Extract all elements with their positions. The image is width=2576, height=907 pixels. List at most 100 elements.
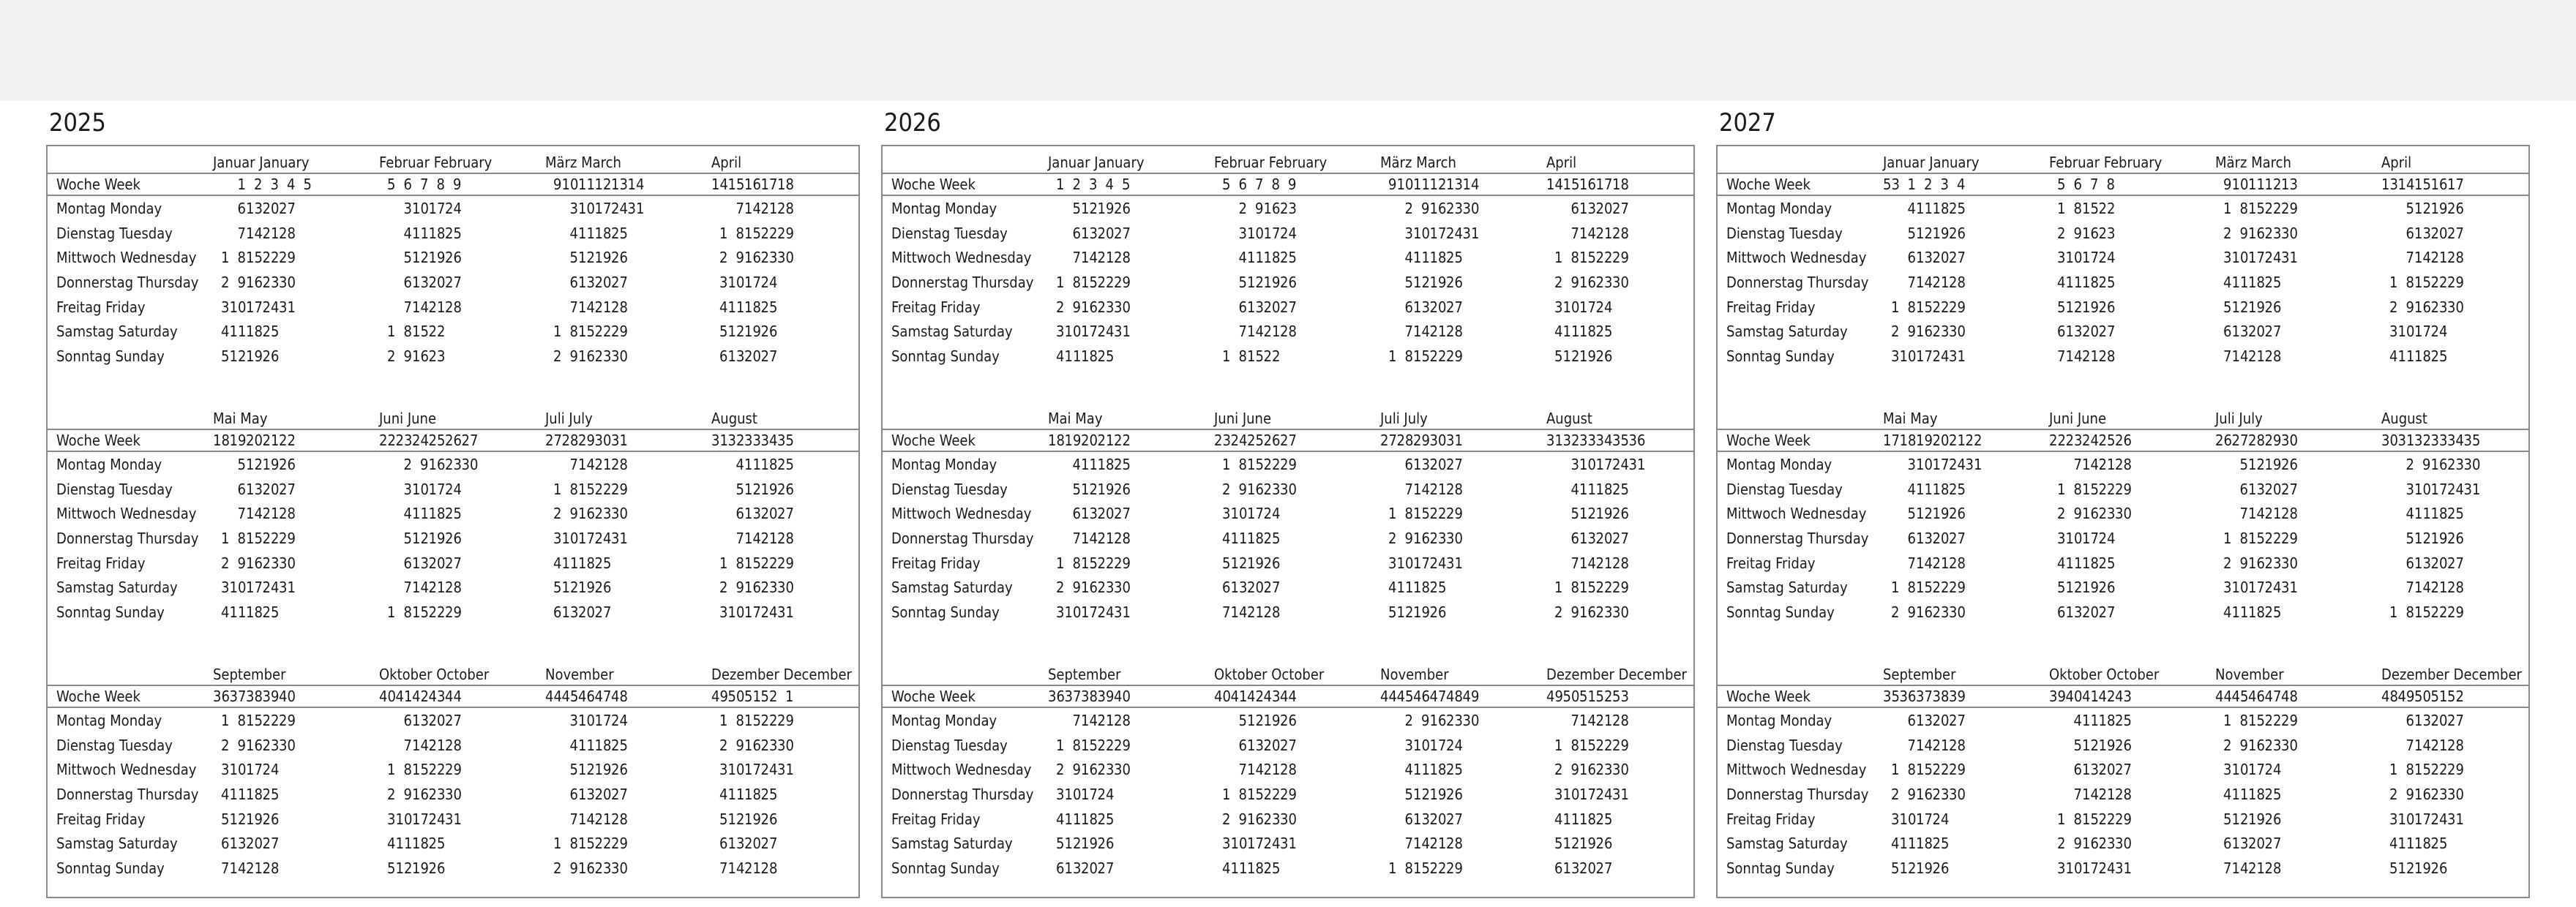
week-number: 3 (1089, 176, 1098, 193)
day-number: 15 (1916, 579, 1933, 597)
month-name: Mai May (1048, 410, 1103, 427)
day-number (1463, 274, 1480, 291)
week-number: 41 (2082, 688, 2099, 705)
day-number: 26 (1595, 347, 1613, 365)
day-number: 28 (1949, 736, 1966, 754)
day-number (279, 810, 296, 828)
day-number: 23 (1097, 579, 1115, 597)
day-number (2464, 859, 2481, 877)
day-number: 27 (611, 785, 628, 803)
weekday-label: Mittwoch Wednesday (1726, 249, 1867, 267)
day-number: 19 (1916, 859, 1933, 877)
day-number (1949, 859, 1966, 877)
day-number: 3 (2057, 249, 2066, 267)
day-number (2464, 761, 2481, 778)
week-number: 20 (1932, 432, 1950, 449)
month-day-cells: 3 10 17 24 31 (2215, 249, 2381, 266)
week-number: 30 (594, 432, 612, 449)
month-week-numbers: 9 10 11 12 13 14 (1380, 176, 1546, 193)
month-day-cells: 5 12 19 26 (1883, 225, 2049, 242)
day-number: 30 (279, 554, 296, 572)
day-number (2298, 298, 2315, 316)
day-number (2464, 786, 2481, 803)
day-number: 20 (1579, 859, 1596, 877)
week-number (1131, 432, 1147, 449)
day-number (1297, 323, 1314, 340)
day-number (296, 603, 312, 621)
day-number: 5 (2389, 859, 2398, 877)
week-number: 52 (2447, 688, 2464, 705)
day-number: 10 (2231, 249, 2249, 267)
day-number: 29 (1280, 455, 1297, 473)
day-number: 9 (1421, 199, 1430, 217)
day-number: 24 (2430, 323, 2448, 341)
day-number: 17 (2248, 249, 2265, 267)
day-number: 22 (262, 249, 280, 267)
day-number: 10 (727, 761, 745, 779)
weekday-label: Montag Monday (891, 199, 997, 217)
day-number: 18 (744, 298, 761, 316)
day-number (2298, 737, 2315, 754)
day-number: 25 (2264, 603, 2282, 621)
day-number: 6 (553, 603, 562, 621)
day-number: 9 (420, 455, 429, 473)
day-number: 28 (1280, 761, 1297, 779)
day-number (2298, 323, 2315, 340)
week-number: 2 (1072, 176, 1081, 193)
day-number (2281, 274, 2298, 291)
day-number: 14 (1579, 224, 1596, 242)
weekday-row: Donnerstag Thursday 7 14 21 28 4 11 18 25 4 11 18 25… (1718, 270, 2528, 295)
day-number: 7 (1238, 323, 1247, 341)
month-day-cells: 1 8 15 22 29 (711, 554, 877, 572)
day-number: 4 (403, 505, 412, 523)
day-number: 17 (2414, 810, 2431, 828)
day-number: 17 (1247, 505, 1264, 523)
day-number: 27 (262, 835, 280, 853)
month-day-cells: 1 8 15 22 29 (1380, 859, 1546, 877)
day-number: 19 (1081, 835, 1098, 853)
month-day-cells: 6 13 20 27 (1380, 810, 1546, 828)
day-number: 30 (1949, 603, 1966, 621)
weekday-label: Mittwoch Wednesday (56, 249, 197, 267)
month-day-cells: 3 10 17 24 31 (1380, 554, 1546, 572)
week-number: 44 (445, 688, 462, 705)
day-number: 1 (553, 480, 562, 498)
month-day-cells: 5 12 19 26 (2215, 298, 2381, 316)
week-number: 23 (2065, 432, 2083, 449)
day-number: 20 (1429, 455, 1447, 473)
day-number (1629, 225, 1646, 242)
week-number: 1 (237, 176, 246, 193)
day-number: 17 (744, 603, 761, 621)
day-number: 28 (611, 455, 628, 473)
day-number: 12 (1413, 273, 1430, 291)
day-number (2132, 786, 2149, 803)
day-number (2132, 298, 2149, 316)
day-number (1966, 859, 1982, 877)
day-number: 12 (1064, 835, 1082, 853)
week-number (296, 432, 312, 449)
day-number: 9 (237, 554, 246, 572)
day-number (2464, 200, 2481, 217)
day-number: 5 (237, 455, 246, 473)
day-number (628, 456, 645, 473)
week-number: 47 (594, 688, 612, 705)
weekday-label: Samstag Saturday (56, 323, 178, 341)
day-number: 2 (2057, 835, 2066, 853)
month-day-cells: 3 10 17 24 31 (379, 810, 545, 828)
day-number (1280, 530, 1297, 547)
day-number: 1 (2223, 529, 2232, 547)
day-number: 4 (2073, 711, 2082, 729)
day-number: 15 (2248, 711, 2265, 729)
day-number (379, 737, 396, 754)
day-number: 20 (246, 835, 263, 853)
day-number: 9 (735, 249, 744, 267)
month-day-cells: 7 14 21 28 (1214, 603, 1380, 621)
day-number: 10 (2231, 579, 2249, 597)
day-number: 6 (1056, 859, 1065, 877)
day-number: 21 (1429, 835, 1447, 853)
day-number: 12 (578, 761, 595, 779)
day-number (1297, 225, 1314, 242)
day-number: 30 (1446, 529, 1463, 547)
day-number (1297, 505, 1314, 522)
month-day-cells: 6 13 20 27 (1214, 737, 1380, 754)
